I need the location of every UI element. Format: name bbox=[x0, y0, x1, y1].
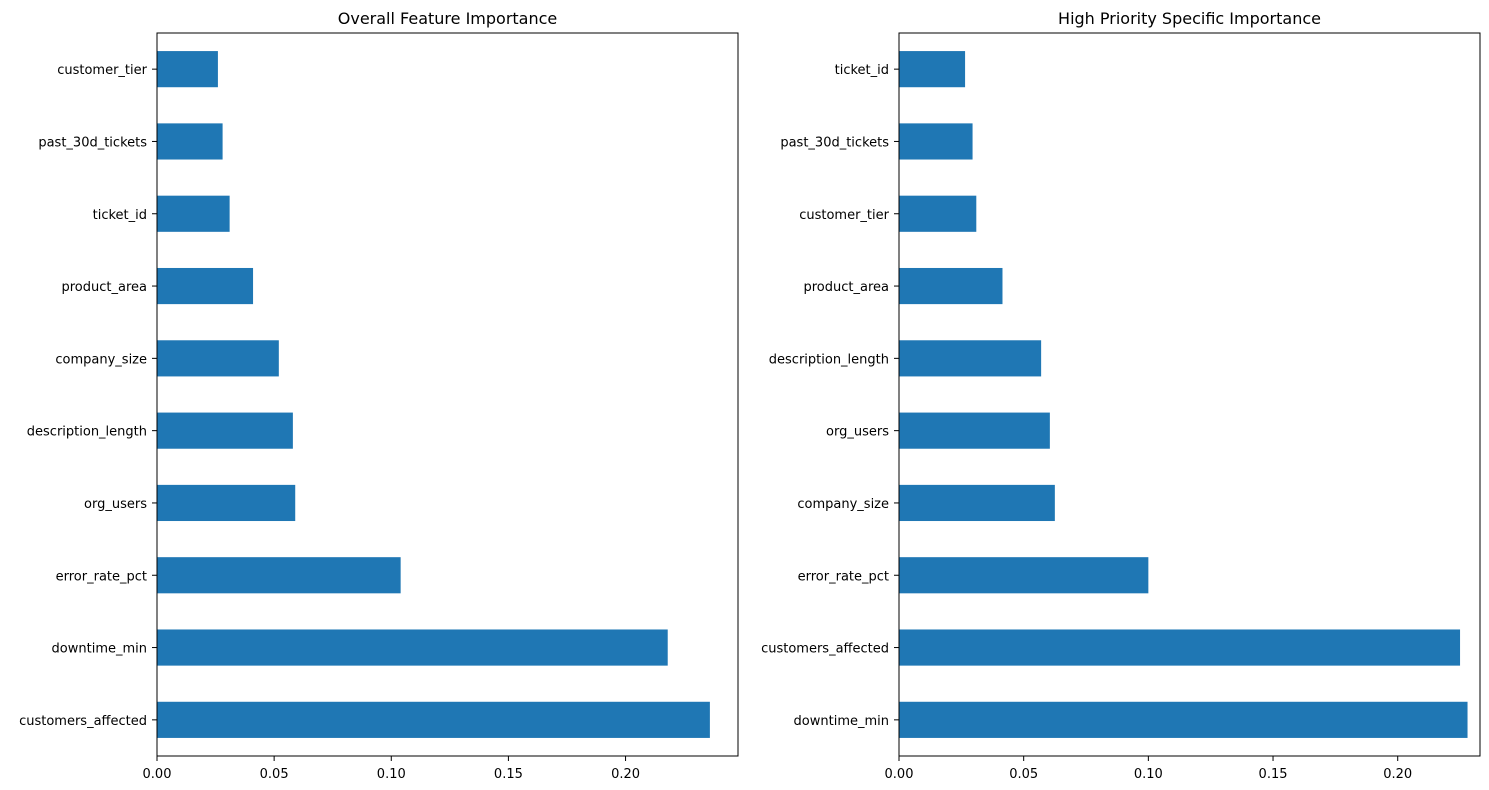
chart-title: Overall Feature Importance bbox=[338, 9, 558, 28]
y-tick-label: product_area bbox=[62, 280, 148, 295]
x-tick-label: 0.05 bbox=[260, 767, 289, 782]
y-tick-label: product_area bbox=[804, 280, 890, 295]
y-tick-label: customer_tier bbox=[57, 63, 147, 78]
axes-frame bbox=[156, 32, 739, 757]
y-tick-label: downtime_min bbox=[794, 714, 889, 729]
x-tick-label: 0.15 bbox=[1259, 767, 1288, 782]
y-tick-label: customers_affected bbox=[761, 642, 889, 657]
y-tick-label: company_size bbox=[797, 497, 889, 512]
y-tick-label: customers_affected bbox=[19, 714, 147, 729]
bar-past_30d_tickets bbox=[899, 123, 973, 160]
x-tick-label: 0.15 bbox=[494, 767, 523, 782]
bar-org_users bbox=[157, 484, 296, 522]
y-tick-label: customer_tier bbox=[799, 208, 889, 223]
y-tick-label: description_length bbox=[27, 425, 147, 440]
y-tick-label: description_length bbox=[769, 352, 889, 367]
bar-company_size bbox=[899, 484, 1055, 522]
bar-downtime_min bbox=[899, 701, 1468, 738]
bar-org_users bbox=[899, 412, 1050, 449]
bar-customer_tier bbox=[899, 195, 977, 232]
axes-frame bbox=[898, 32, 1481, 757]
bar-past_30d_tickets bbox=[157, 123, 223, 160]
chart-panel-high-priority: High Priority Specific Importance ticket… bbox=[761, 9, 1481, 782]
y-tick-label: company_size bbox=[55, 352, 147, 367]
bar-customers_affected bbox=[157, 701, 710, 738]
y-tick-label: ticket_id bbox=[835, 63, 889, 78]
bar-ticket_id bbox=[899, 51, 966, 88]
x-tick-label: 0.10 bbox=[1134, 767, 1163, 782]
x-tick-label: 0.10 bbox=[377, 767, 406, 782]
bar-error_rate_pct bbox=[157, 557, 401, 594]
y-tick-label: org_users bbox=[84, 497, 147, 512]
chart-panel-overall: Overall Feature Importance customer_tier… bbox=[19, 9, 739, 782]
bar-product_area bbox=[157, 267, 254, 305]
bar-customer_tier bbox=[157, 51, 218, 88]
y-tick-label: error_rate_pct bbox=[798, 569, 889, 584]
bar-downtime_min bbox=[157, 629, 668, 666]
y-tick-label: ticket_id bbox=[93, 208, 147, 223]
y-tick-label: downtime_min bbox=[52, 642, 147, 657]
x-tick-label: 0.00 bbox=[143, 767, 172, 782]
bar-ticket_id bbox=[157, 195, 230, 232]
y-tick-label: error_rate_pct bbox=[56, 569, 147, 584]
x-tick-label: 0.20 bbox=[1383, 767, 1412, 782]
y-tick-label: past_30d_tickets bbox=[38, 135, 147, 150]
bar-company_size bbox=[157, 340, 279, 377]
chart-title: High Priority Specific Importance bbox=[1058, 9, 1321, 28]
bar-description_length bbox=[899, 340, 1042, 377]
x-tick-label: 0.05 bbox=[1009, 767, 1038, 782]
bar-product_area bbox=[899, 267, 1003, 305]
bar-customers_affected bbox=[899, 629, 1461, 666]
y-tick-label: org_users bbox=[826, 425, 889, 440]
x-tick-label: 0.20 bbox=[611, 767, 640, 782]
x-tick-label: 0.00 bbox=[885, 767, 914, 782]
bar-description_length bbox=[157, 412, 293, 449]
bar-error_rate_pct bbox=[899, 557, 1149, 594]
y-tick-label: past_30d_tickets bbox=[780, 135, 889, 150]
